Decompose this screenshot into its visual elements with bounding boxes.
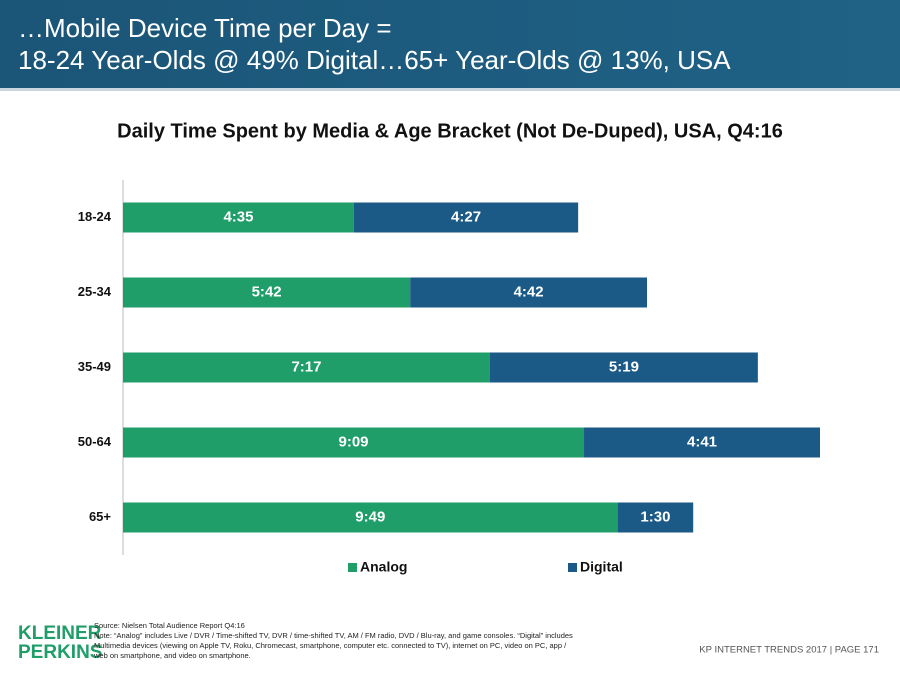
data-label: 9:49 <box>355 508 385 525</box>
note: Multimedia devices (viewing on Apple TV,… <box>94 641 567 650</box>
bar-segment <box>123 202 354 233</box>
footer: KP INTERNET TRENDS 2017 | PAGE 171 <box>699 645 879 656</box>
y-tick-label: 35-49 <box>78 359 111 374</box>
y-tick-label: 50-64 <box>78 434 112 449</box>
bar-segment <box>410 277 648 308</box>
data-label: 4:41 <box>687 433 717 450</box>
header-rule <box>0 88 900 91</box>
data-label: 7:17 <box>291 358 321 375</box>
logo: PERKINS <box>18 642 102 663</box>
logo: KLEINER <box>18 623 102 644</box>
bar-segment <box>123 352 490 383</box>
slide-title: 18-24 Year-Olds @ 49% Digital…65+ Year-O… <box>18 45 731 75</box>
note: web on smartphone, and video on smartpho… <box>93 651 251 660</box>
data-label: 4:35 <box>223 208 253 225</box>
data-label: 4:27 <box>451 208 481 225</box>
data-label: 5:19 <box>609 358 639 375</box>
note: Note: “Analog” includes Live / DVR / Tim… <box>94 631 573 640</box>
bar-segment <box>123 502 618 533</box>
data-label: 9:09 <box>338 433 368 450</box>
bar-segment <box>617 502 694 533</box>
bar-segment <box>123 427 585 458</box>
bar-segment <box>584 427 820 458</box>
bar-segment <box>489 352 758 383</box>
legend-label: Digital <box>580 559 623 575</box>
legend-swatch <box>348 563 357 572</box>
y-tick-label: 25-34 <box>78 284 112 299</box>
bar-segment <box>353 202 579 233</box>
bar-segment <box>123 277 411 308</box>
data-label: 4:42 <box>514 283 544 300</box>
header-band <box>0 0 900 88</box>
y-tick-label: 18-24 <box>78 209 112 224</box>
legend-label: Analog <box>360 559 407 575</box>
data-label: 1:30 <box>640 508 670 525</box>
data-label: 5:42 <box>252 283 282 300</box>
y-tick-label: 65+ <box>89 509 111 524</box>
legend-swatch <box>568 563 577 572</box>
source-note: Source: Nielsen Total Audience Report Q4… <box>94 621 245 630</box>
chart-title: Daily Time Spent by Media & Age Bracket … <box>117 120 783 142</box>
slide-title: …Mobile Device Time per Day = <box>18 13 392 43</box>
